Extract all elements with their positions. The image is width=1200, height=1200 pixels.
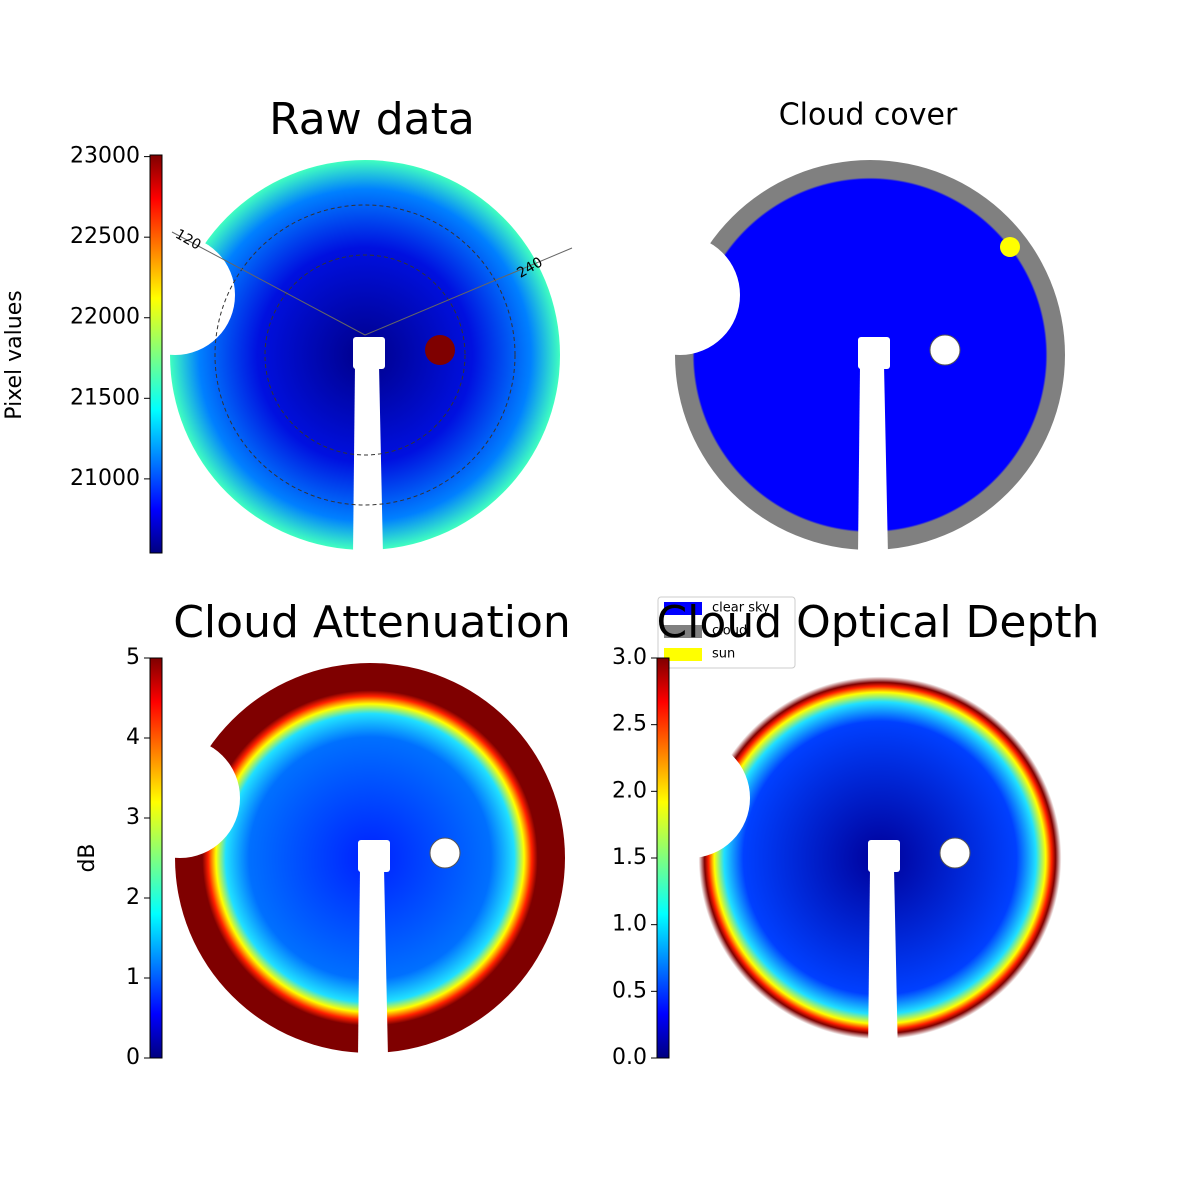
horizon-notch	[620, 235, 740, 355]
panel-title: Cloud Optical Depth	[656, 597, 1099, 648]
sun	[1000, 237, 1020, 257]
colorbar-tick-label: 3.0	[612, 645, 647, 670]
colorbar	[149, 657, 163, 1059]
panel-title: Cloud cover	[779, 98, 958, 133]
sky-image	[115, 160, 573, 555]
zenith-ring	[264, 254, 466, 456]
azimuth-line	[364, 247, 573, 336]
horizon-notch	[115, 235, 235, 355]
legend-label: clear sky	[712, 601, 770, 616]
horizon-notch	[120, 738, 240, 858]
colorbar-tick-label: 0.0	[612, 1045, 647, 1070]
colorbar-tick-label: 1.5	[612, 845, 647, 870]
colorbar-tick-label: 2.5	[612, 712, 647, 737]
sun-spot	[939, 837, 971, 869]
colorbar	[656, 657, 670, 1059]
mast	[868, 868, 898, 1058]
zenith-ring	[214, 204, 516, 506]
colorbar-tick-label: 3	[126, 805, 140, 830]
legend-label: cloud	[712, 624, 747, 639]
legend-swatch	[664, 602, 702, 615]
colorbar-tick-label: 2	[126, 885, 140, 910]
colorbar-tick-label: 22000	[70, 305, 140, 330]
mast-head	[358, 840, 390, 872]
mast	[858, 365, 888, 555]
sun-spot	[425, 335, 455, 365]
mast-head	[868, 840, 900, 872]
colorbar-tick-label: 21000	[70, 466, 140, 491]
colorbar-tick-label: 21500	[70, 385, 140, 410]
sun-spot	[929, 334, 961, 366]
colorbar-tick-label: 1.0	[612, 912, 647, 937]
colorbar-tick-label: 0	[126, 1045, 140, 1070]
sun-spot	[429, 837, 461, 869]
legend-swatch	[664, 648, 702, 661]
colorbar-tick-label: 23000	[70, 144, 140, 169]
legend-swatch	[664, 625, 702, 638]
azimuth-line	[171, 231, 366, 336]
colorbar-tick-label: 22500	[70, 224, 140, 249]
colorbar-tick-label: 4	[126, 725, 140, 750]
colorbar-label: Pixel values	[2, 290, 27, 419]
sky-image	[630, 663, 1075, 1058]
colorbar-tick-label: 1	[126, 965, 140, 990]
mast-head	[858, 337, 890, 369]
colorbar-tick-label: 0.5	[612, 978, 647, 1003]
panel-title: Cloud Attenuation	[173, 597, 571, 648]
mast	[358, 868, 388, 1058]
mast-head	[353, 337, 385, 369]
colorbar-tick-label: 5	[126, 645, 140, 670]
colorbar-label: dB	[75, 843, 100, 872]
panel-title: Raw data	[269, 94, 475, 145]
colorbar	[149, 154, 163, 554]
colorbar-tick-label: 2.0	[612, 778, 647, 803]
horizon-notch	[630, 738, 750, 858]
sky-image	[120, 663, 565, 1058]
mast	[353, 365, 383, 555]
legend-label: sun	[712, 647, 735, 662]
sky-image	[620, 160, 1065, 555]
